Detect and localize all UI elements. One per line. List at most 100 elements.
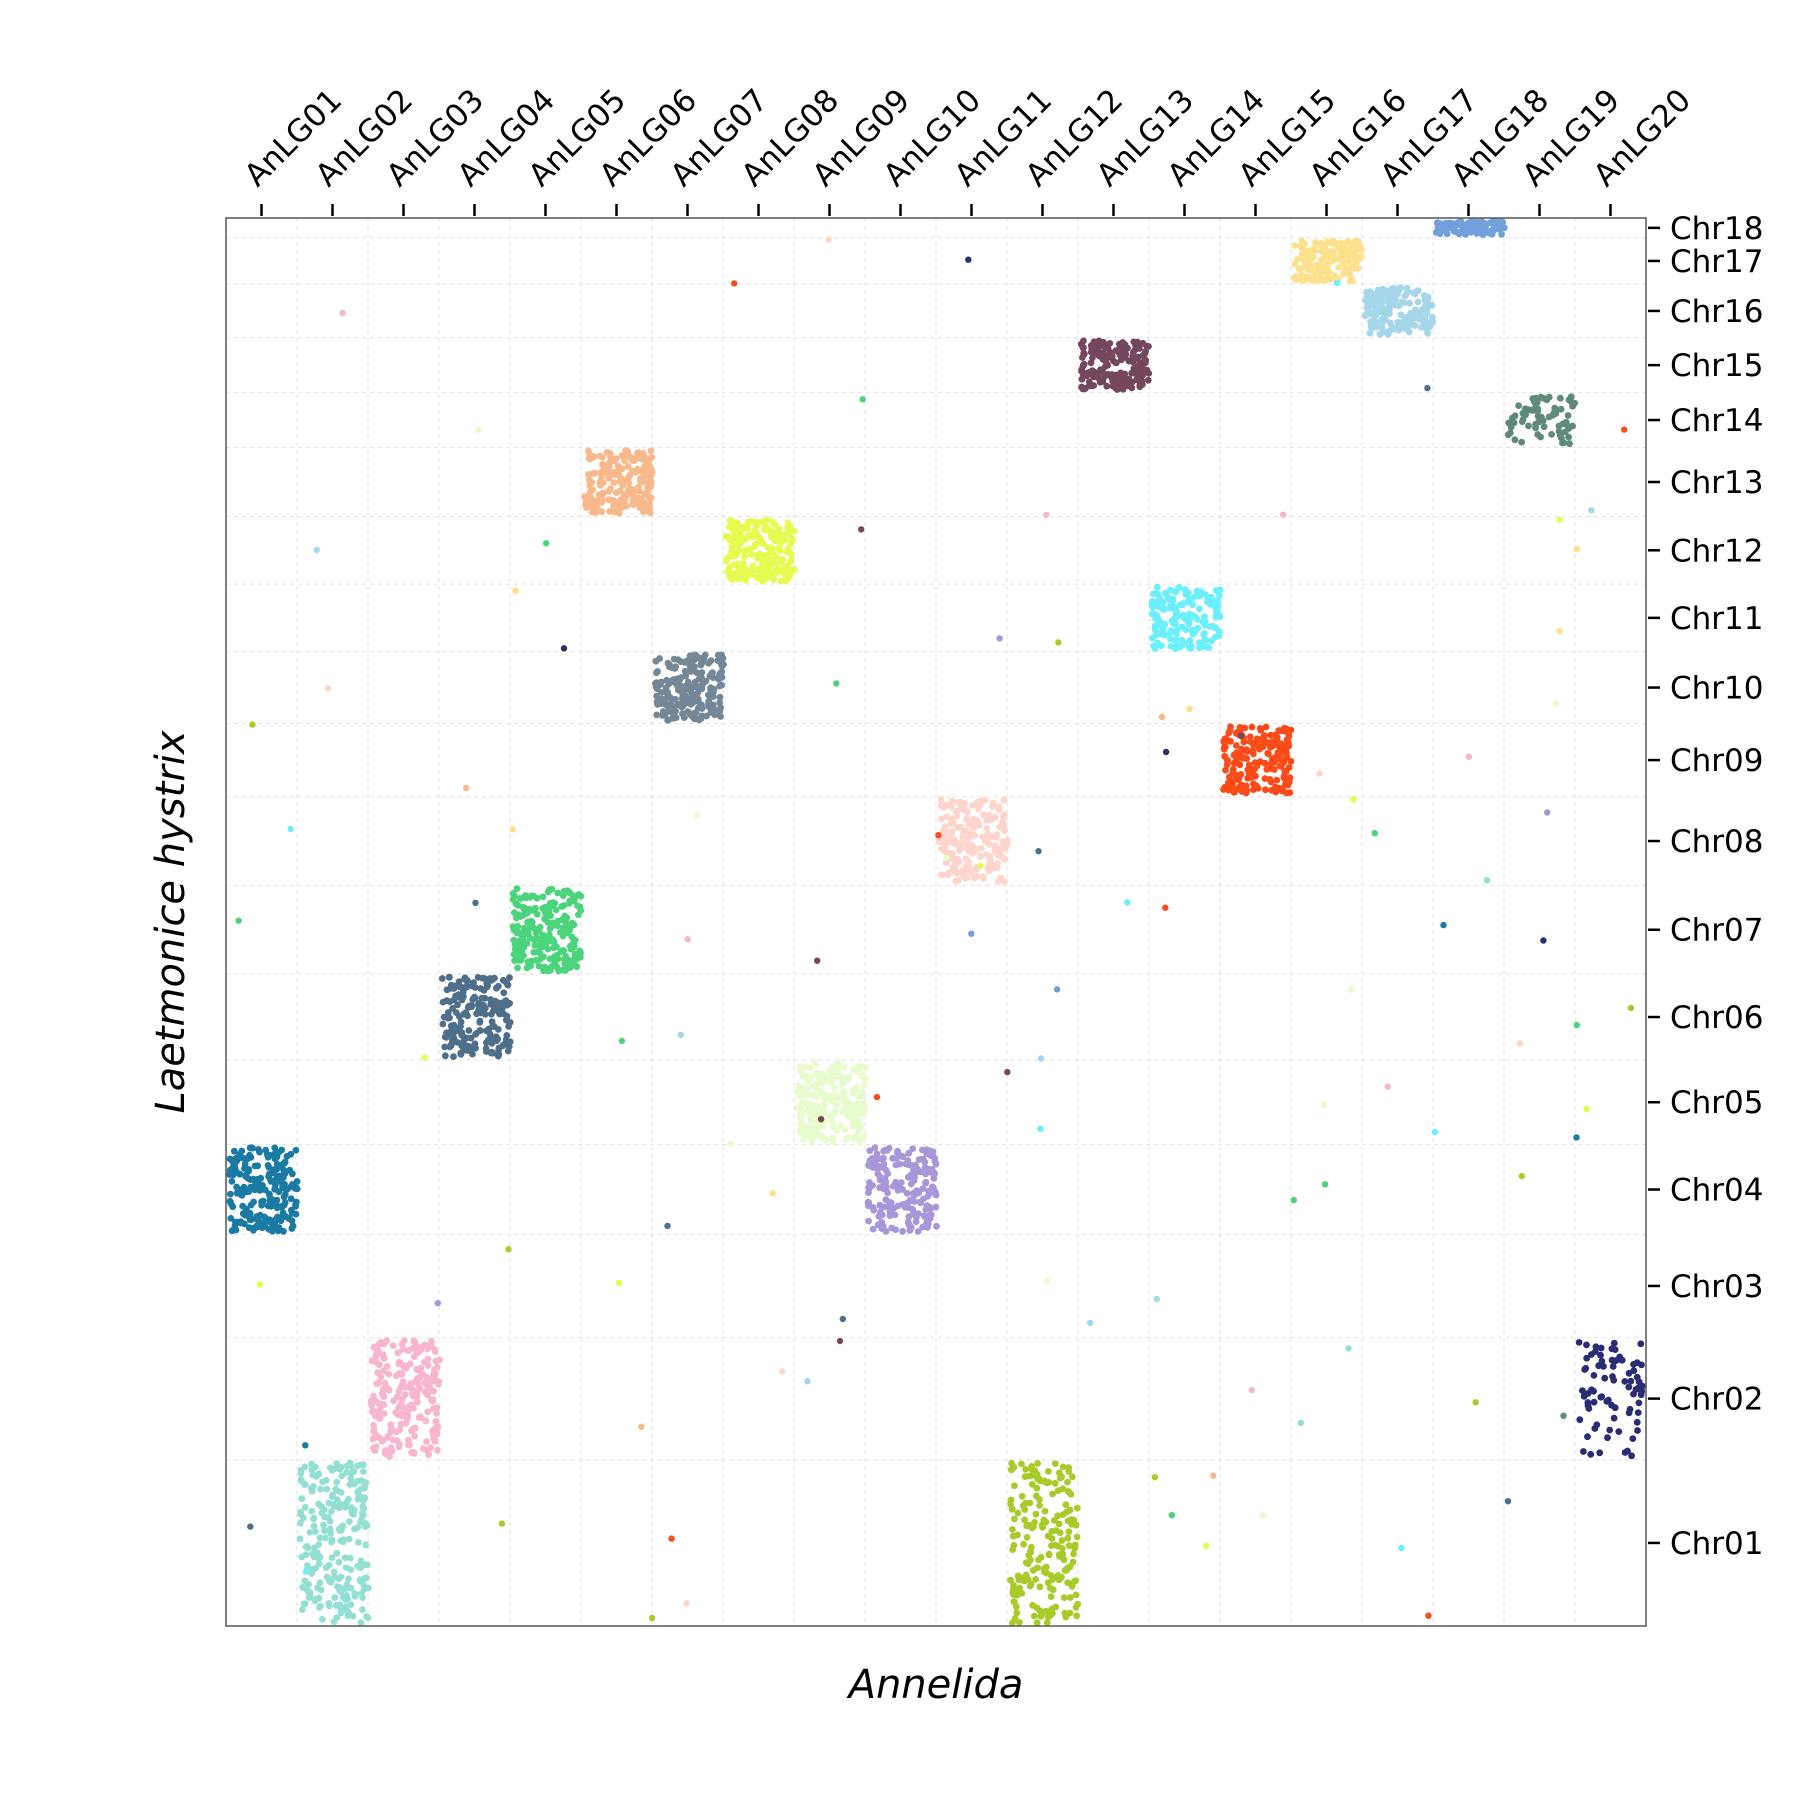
data-point (927, 1204, 935, 1212)
data-point (1423, 309, 1431, 317)
data-point (297, 1519, 304, 1527)
data-point (1158, 713, 1166, 721)
data-point (777, 577, 785, 585)
data-point (455, 978, 463, 986)
data-point (1108, 352, 1116, 360)
data-point (729, 576, 736, 583)
data-point (1329, 237, 1337, 245)
data-point (718, 662, 726, 670)
data-point (526, 894, 534, 901)
data-point (1139, 339, 1147, 347)
data-point (1363, 290, 1371, 297)
y-tick-label: Chr11 (1670, 601, 1763, 637)
x-axis-ticks: AnLG01AnLG02AnLG03AnLG04AnLG05AnLG06AnLG… (238, 82, 1698, 216)
data-point (505, 1023, 512, 1030)
data-point (598, 508, 605, 516)
data-point (351, 1593, 359, 1600)
data-point (1026, 1472, 1033, 1480)
data-point (1597, 1351, 1604, 1359)
data-point (1173, 626, 1181, 634)
data-point (1078, 383, 1085, 391)
data-point (346, 1481, 354, 1488)
data-point (249, 721, 256, 728)
data-point (951, 856, 958, 863)
data-point (530, 936, 538, 943)
data-point (1498, 230, 1505, 238)
data-point (1129, 349, 1137, 356)
data-point (425, 1451, 432, 1459)
data-point (741, 568, 749, 576)
data-point (841, 1126, 849, 1133)
data-point (421, 1054, 428, 1061)
data-point (639, 456, 647, 463)
data-point (1638, 1386, 1645, 1394)
data-point (256, 1281, 264, 1288)
data-point (1287, 757, 1295, 765)
data-point (1142, 356, 1149, 364)
data-point (1099, 349, 1107, 357)
data-point (413, 1349, 421, 1357)
data-point (362, 1541, 370, 1549)
data-point (302, 1551, 310, 1559)
data-point (1606, 1426, 1614, 1434)
data-point (1216, 592, 1223, 600)
data-point (454, 1039, 461, 1046)
data-point (948, 828, 956, 836)
data-point (381, 1379, 389, 1387)
data-point (718, 673, 726, 681)
data-point (433, 1404, 441, 1412)
data-point (370, 1392, 377, 1400)
data-point (494, 1026, 502, 1033)
data-point (771, 560, 779, 568)
data-point (456, 1013, 463, 1020)
data-point (451, 982, 459, 990)
data-point (993, 864, 1001, 872)
data-point (350, 1468, 358, 1475)
data-point (318, 1503, 325, 1510)
data-point (535, 947, 543, 955)
data-point (1316, 770, 1323, 777)
data-point (488, 1018, 496, 1025)
data-point (1318, 261, 1326, 269)
data-point (1070, 1550, 1077, 1558)
data-point (532, 929, 540, 937)
data-point (996, 635, 1003, 642)
data-point (1037, 1125, 1044, 1133)
data-point (703, 712, 710, 720)
data-point (278, 1179, 286, 1187)
data-point (401, 1391, 409, 1399)
data-point (1367, 318, 1374, 326)
data-point (247, 1216, 255, 1224)
data-point (333, 1614, 341, 1621)
data-point (539, 893, 547, 901)
data-point (398, 1412, 405, 1420)
data-point (550, 953, 558, 961)
data-point (1483, 877, 1491, 884)
data-point (262, 1146, 270, 1154)
data-point (1047, 1593, 1055, 1600)
data-point (443, 1013, 451, 1020)
data-point (952, 808, 960, 815)
data-point (1370, 290, 1377, 298)
data-point (324, 685, 332, 692)
data-point (1162, 748, 1170, 756)
data-point (1153, 1295, 1160, 1303)
data-point (1252, 739, 1259, 746)
data-point (912, 1169, 920, 1176)
data-point (356, 1576, 364, 1583)
data-point (880, 1179, 888, 1187)
data-point (1103, 359, 1110, 367)
data-point (1009, 1526, 1016, 1533)
data-point (1551, 404, 1559, 412)
data-point (1151, 625, 1159, 633)
data-point (459, 988, 467, 996)
data-point (1060, 1556, 1068, 1564)
data-point (449, 1005, 456, 1012)
data-point (469, 996, 477, 1003)
data-point (509, 923, 517, 930)
data-point (1590, 1387, 1597, 1395)
data-point (1556, 432, 1564, 439)
data-point (272, 1178, 279, 1186)
data-point (557, 948, 565, 956)
data-point (686, 652, 694, 659)
